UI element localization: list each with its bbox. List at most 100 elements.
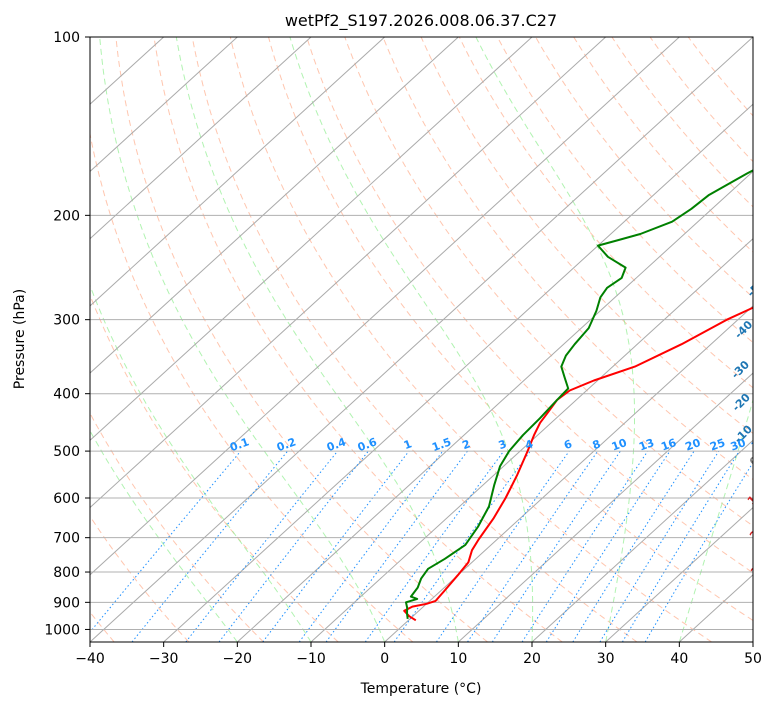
dry-adiabat: [90, 412, 264, 642]
mixing-ratio-label: 1: [402, 437, 414, 452]
dry-adiabat: [496, 37, 753, 344]
mixing-ratio-label: 4: [523, 437, 535, 452]
y-tick-label: 900: [53, 595, 80, 611]
moist-adiabat: [99, 37, 386, 642]
isotherm: [90, 37, 607, 509]
moist-adiabat: [475, 37, 635, 642]
mixing-ratio-label: 36: [749, 436, 768, 454]
mixing-ratio-label: 1.5: [430, 435, 453, 454]
mixing-ratio-line: [545, 450, 671, 642]
mixing-ratio-label: 3: [497, 437, 509, 452]
mixing-ratio-label: 8: [591, 437, 603, 452]
mixing-ratio-label: 6: [562, 437, 574, 452]
dry-adiabat: [115, 37, 488, 642]
dry-adiabat: [382, 37, 753, 481]
isotherm: [163, 103, 753, 642]
moist-adiabat: [90, 429, 238, 642]
dry-adiabat: [649, 37, 753, 163]
dry-adiabat: [458, 37, 753, 389]
temperature-line: [403, 306, 753, 622]
mixing-ratio-label: 0.4: [325, 435, 348, 454]
moist-adiabat: [678, 398, 753, 642]
mixing-ratio-label: 30: [729, 436, 748, 454]
dry-adiabat: [90, 131, 414, 642]
adiabat-label: 30: [748, 558, 768, 578]
y-tick-label: 300: [53, 313, 80, 329]
mixing-ratio-label: 25: [708, 436, 727, 453]
mixing-ratio-line: [435, 450, 570, 642]
x-tick-label: −10: [296, 651, 326, 667]
mixing-ratio-line: [467, 450, 599, 642]
isotherm: [90, 37, 533, 442]
isentrope-label: -50: [745, 276, 768, 299]
isotherm: [90, 37, 753, 642]
mixing-ratio-label: 0.2: [275, 435, 298, 454]
plot-frame: [89, 36, 754, 643]
y-tick-label: 500: [53, 444, 80, 460]
x-tick-label: −30: [149, 651, 179, 667]
adiabat-label: 10: [745, 487, 765, 507]
mixing-ratio-line: [325, 450, 468, 642]
dry-adiabat: [344, 37, 753, 527]
isotherm: [384, 305, 753, 642]
x-tick-label: −40: [75, 651, 105, 667]
isotherm: [90, 37, 680, 576]
y-tick-label: 700: [53, 531, 80, 547]
isotherm: [90, 37, 312, 240]
mixing-ratio-line: [364, 450, 505, 642]
y-tick-label: 400: [53, 387, 80, 403]
x-axis-label: Temperature (°C): [360, 681, 482, 697]
x-axis: −40 −30 −20 −10 0 10 20 30 40 50: [75, 642, 762, 667]
isotherm: [605, 506, 753, 642]
x-tick-label: 10: [449, 651, 467, 667]
x-tick-label: −20: [223, 651, 253, 667]
mixing-ratio-label: 0.1: [228, 435, 251, 454]
mixing-ratio-line: [393, 450, 531, 642]
isotherm: [531, 439, 753, 642]
x-tick-label: 40: [670, 651, 688, 667]
mixing-ratio-line: [185, 450, 338, 642]
moist-adiabat: [289, 37, 534, 642]
mixing-ratio-line: [90, 450, 242, 633]
mixing-ratio-line: [572, 450, 695, 642]
dry-adiabat: [229, 37, 712, 642]
mixing-ratio-line: [491, 450, 621, 642]
mixing-ratio-label: 0.6: [356, 435, 379, 454]
profiles: [403, 169, 753, 622]
dry-adiabat: [268, 37, 753, 622]
x-tick-label: 0: [380, 651, 389, 667]
adiabat-label: 0: [747, 454, 762, 469]
mixing-ratio-line: [131, 450, 288, 642]
moist-adiabat: [175, 37, 459, 642]
mixing-ratio-label: 2: [460, 437, 472, 452]
isotherm: [236, 170, 753, 642]
x-tick-label: 30: [597, 651, 615, 667]
mixing-ratio-label: 20: [683, 436, 702, 454]
chart-title: wetPf2_S197.2026.008.06.37.C27: [285, 11, 557, 31]
x-tick-label: 20: [523, 651, 541, 667]
dry-adiabat: [420, 37, 753, 434]
pressure-grid: [90, 37, 753, 630]
y-axis-label: Pressure (hPa): [12, 289, 28, 389]
y-tick-label: 200: [53, 208, 80, 224]
mixing-ratio-label: 16: [659, 436, 678, 454]
mixing-ratio-line: [298, 450, 444, 642]
x-tick-label: 50: [744, 651, 762, 667]
mixing-ratio-label: 13: [637, 436, 656, 453]
isotherm: [90, 37, 386, 307]
dewpoint-line: [405, 169, 753, 620]
dry-adiabat: [573, 37, 753, 253]
y-axis: 100 200 300 400 500 600 700 800 900 1000: [44, 30, 90, 638]
mixing-ratio-line: [621, 450, 740, 642]
y-tick-label: 100: [53, 30, 80, 46]
dry-adiabat: [306, 37, 753, 574]
y-tick-label: 800: [53, 565, 80, 581]
adiabat-label: 20: [747, 522, 767, 542]
y-tick-label: 1000: [44, 622, 80, 638]
isotherm: [90, 37, 238, 173]
background-lines: [90, 37, 753, 642]
mixing-ratio-line: [262, 450, 410, 642]
isotherm: [310, 237, 753, 642]
mixing-ratio-label: 10: [610, 436, 629, 454]
